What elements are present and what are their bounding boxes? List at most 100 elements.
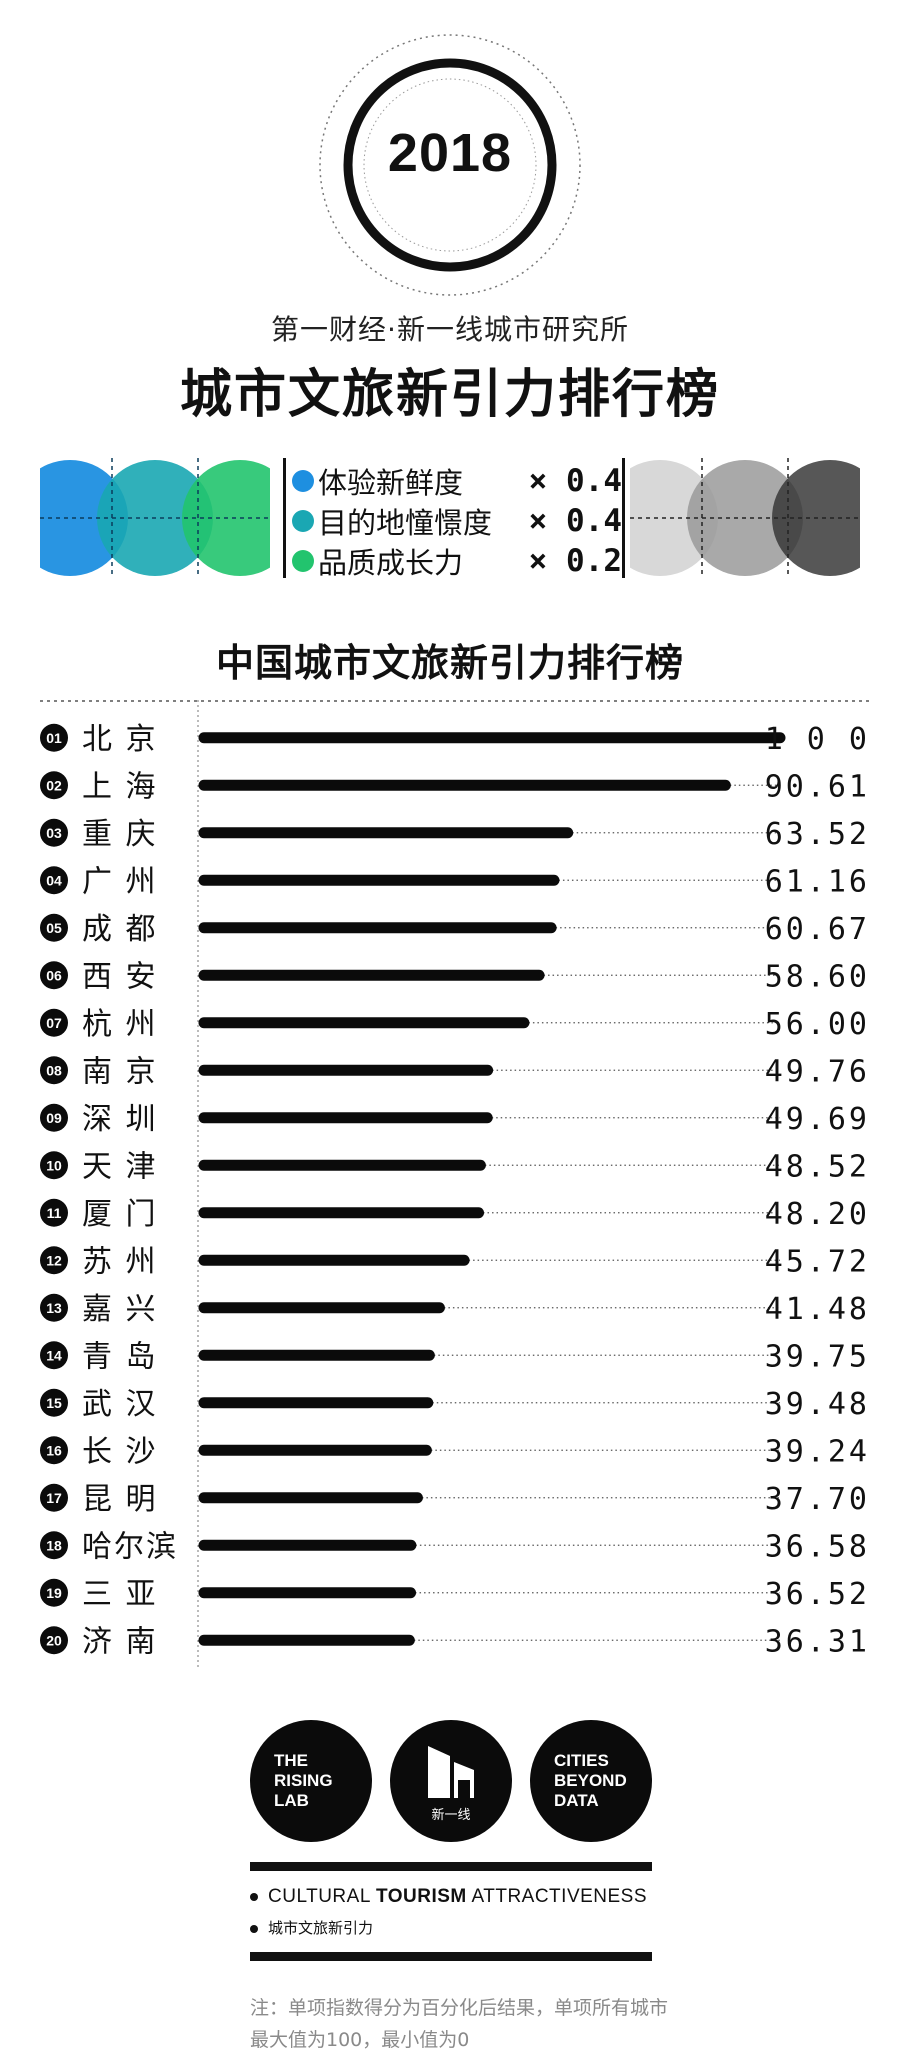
city-label: 北 京 — [82, 722, 158, 757]
factor-name: 体验新鲜度 — [318, 466, 464, 500]
tagline-en: CULTURAL TOURISM ATTRACTIVENESS — [250, 1886, 647, 1908]
rising-lab-logo: THE RISING LAB — [250, 1720, 372, 1842]
city-label: 三 亚 — [82, 1577, 158, 1612]
rank-label: 17 — [46, 1490, 62, 1506]
rank-label: 02 — [46, 777, 62, 793]
rank-badge — [40, 1531, 68, 1560]
value-label: 49.69 — [765, 1102, 870, 1137]
rank-label: 16 — [46, 1442, 62, 1458]
rank-badge — [40, 1008, 68, 1037]
city-label: 南 京 — [82, 1054, 158, 1089]
city-label: 成 都 — [82, 912, 158, 947]
rank-label: 10 — [46, 1157, 62, 1173]
rank-badge — [40, 1103, 68, 1132]
factor-name: 品质成长力 — [318, 546, 464, 580]
value-label: 61.16 — [765, 864, 870, 899]
footnote: 注：单项指数得分为百分化后结果，单项所有城市最大值为100，最小值为0 — [250, 1997, 669, 2051]
value-label: 45.72 — [765, 1244, 870, 1279]
logo-text: THE — [274, 1751, 308, 1770]
value-label: 36.31 — [765, 1624, 870, 1659]
city-label: 青 岛 — [82, 1339, 158, 1374]
logo-caption: 新一线 — [431, 1807, 471, 1823]
city-label: 嘉 兴 — [82, 1292, 158, 1327]
ranking-bar-chart: 01 北 京 1 0 0 02 上 海 90.61 03 重 庆 63.52 04 广 州 61.16… — [40, 700, 870, 1670]
factor-weight: × 0.4 — [528, 463, 622, 499]
tagline-cn-text: 城市文旅新引力 — [268, 1919, 374, 1937]
venn-colored-circles — [40, 458, 270, 578]
value-label: 36.58 — [765, 1529, 870, 1564]
city-label: 西 安 — [82, 959, 158, 994]
city-label: 厦 门 — [82, 1197, 158, 1232]
logo-text: LAB — [274, 1791, 309, 1810]
value-label: 90.61 — [765, 769, 870, 804]
city-label: 武 汉 — [82, 1387, 158, 1422]
rank-badge — [40, 1246, 68, 1275]
city-label: 长 沙 — [82, 1434, 158, 1469]
cities-beyond-data-logo: CITIES BEYOND DATA — [530, 1720, 652, 1842]
rank-label: 05 — [46, 920, 62, 936]
rank-badge — [40, 1198, 68, 1227]
year-badge — [319, 34, 581, 296]
rank-label: 07 — [46, 1015, 62, 1031]
value-label: 39.24 — [765, 1434, 870, 1469]
rank-badge — [40, 1341, 68, 1370]
rank-badge — [40, 1388, 68, 1417]
formula-divider-right — [622, 458, 625, 578]
footer-rule-bottom — [250, 1952, 652, 1961]
city-label: 苏 州 — [82, 1244, 158, 1279]
factor-row-3: 品质成长力 × 0.2 — [292, 541, 622, 581]
rank-label: 15 — [46, 1395, 62, 1411]
rank-label: 11 — [47, 1205, 62, 1221]
value-label: 41.48 — [765, 1292, 870, 1327]
rank-badge — [40, 818, 68, 847]
rank-badge — [40, 1578, 68, 1607]
rank-badge — [40, 1151, 68, 1180]
rank-badge — [40, 961, 68, 990]
city-label: 上 海 — [82, 769, 158, 804]
value-label: 63.52 — [765, 817, 870, 852]
subtitle: 第一财经·新一线城市研究所 — [271, 313, 629, 346]
rank-badge — [40, 1293, 68, 1322]
factor-weight: × 0.4 — [528, 503, 622, 539]
rank-badge — [40, 1626, 68, 1655]
factor-dot — [292, 550, 314, 572]
value-label: 39.75 — [765, 1339, 870, 1374]
bullet-icon — [250, 1924, 258, 1933]
logo-text: DATA — [554, 1791, 599, 1810]
chart-title: 中国城市文旅新引力排行榜 — [215, 641, 684, 685]
value-label: 48.20 — [765, 1197, 870, 1232]
logo-text: BEYOND — [554, 1771, 627, 1790]
rank-label: 13 — [46, 1300, 62, 1316]
rank-label: 14 — [46, 1347, 62, 1363]
value-label: 58.60 — [765, 959, 870, 994]
tagline-part: ATTRACTIVENESS — [466, 1886, 648, 1907]
city-label: 昆 明 — [82, 1482, 158, 1517]
rank-badge — [40, 1483, 68, 1512]
year-label: 2018 — [387, 123, 513, 183]
rank-label: 20 — [46, 1632, 62, 1648]
rank-label: 06 — [46, 967, 62, 983]
rank-badge — [40, 723, 68, 752]
rank-badge — [40, 771, 68, 800]
factor-dot — [292, 510, 314, 532]
rank-label: 03 — [46, 825, 62, 841]
factor-name: 目的地憧憬度 — [318, 506, 493, 540]
rank-label: 04 — [46, 872, 62, 888]
factor-row-1: 体验新鲜度 × 0.4 — [292, 461, 622, 501]
value-label: 39.48 — [765, 1387, 870, 1422]
value-label: 60.67 — [765, 912, 870, 947]
value-label: 48.52 — [765, 1149, 870, 1184]
rank-label: 08 — [46, 1062, 62, 1078]
footer-rule-top — [250, 1862, 652, 1871]
logo-text: RISING — [274, 1771, 333, 1790]
rank-badge — [40, 913, 68, 942]
tagline-bold: TOURISM — [375, 1886, 467, 1907]
city-label: 深 圳 — [82, 1102, 158, 1137]
value-label: 56.00 — [765, 1007, 870, 1042]
city-label: 天 津 — [82, 1149, 158, 1184]
rank-badge — [40, 1056, 68, 1085]
formula-divider-left — [283, 458, 286, 578]
rank-label: 19 — [46, 1585, 62, 1601]
city-label: 哈尔滨 — [82, 1529, 178, 1564]
xinyixian-mark-icon — [428, 1745, 474, 1798]
